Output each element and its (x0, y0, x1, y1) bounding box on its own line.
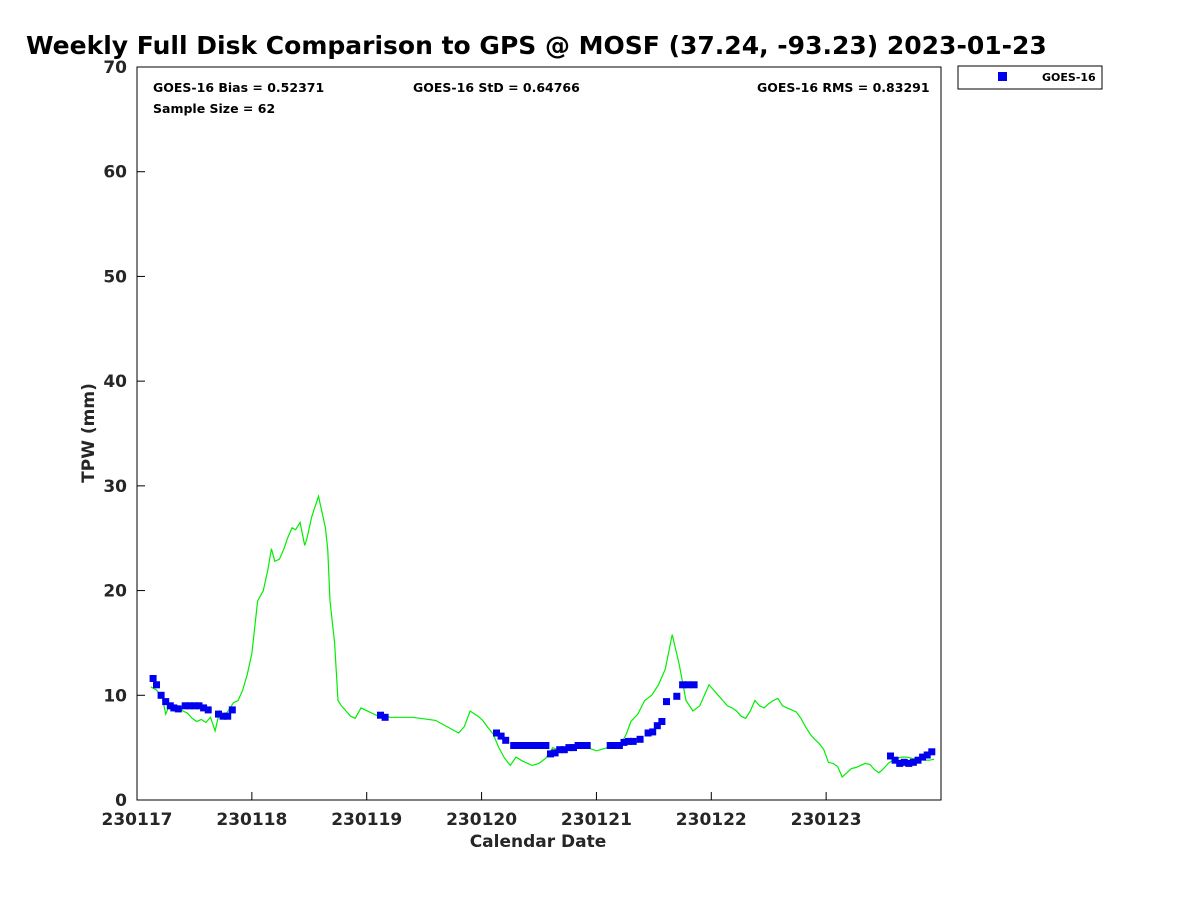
goes16-point (537, 742, 545, 749)
y-tick-label: 20 (103, 582, 127, 602)
goes16-point (606, 742, 614, 749)
x-tick-label: 230119 (331, 810, 402, 830)
y-tick-label: 0 (115, 791, 127, 811)
x-axis-ticks: 230117 230118 230119 230120 230121 230122 2301… (102, 792, 862, 830)
goes16-point (574, 742, 582, 749)
goes16-point (228, 706, 236, 714)
goes16-point (556, 746, 564, 754)
goes16-point (547, 750, 554, 758)
goes16-point (625, 737, 633, 745)
rms-stat: GOES-16 RMS = 0.83291 (757, 80, 930, 95)
bias-stat: GOES-16 Bias = 0.52371 (153, 80, 324, 95)
goes16-point (891, 756, 899, 764)
goes16-point (615, 742, 623, 749)
goes16-point (620, 738, 628, 746)
goes16-point (551, 749, 559, 757)
goes16-point (186, 702, 194, 710)
goes16-point (565, 744, 573, 752)
x-axis-label: Calendar Date (470, 832, 607, 852)
goes16-point (673, 692, 681, 700)
legend-goes16-label: GOES-16 (1042, 71, 1096, 84)
goes16-point (519, 742, 527, 749)
goes16-point (524, 742, 531, 749)
goes16-point (905, 759, 913, 767)
y-tick-label: 10 (103, 686, 127, 706)
plot-area (136, 66, 942, 801)
goes16-point (377, 711, 384, 719)
y-tick-label: 60 (103, 163, 127, 183)
goes16-point (157, 691, 165, 699)
gps-series-line (150, 494, 935, 779)
x-tick-label: 230121 (561, 810, 632, 830)
goes16-point (663, 698, 670, 706)
goes16-point (533, 742, 541, 749)
goes16-point (204, 706, 212, 714)
stats-block: GOES-16 Bias = 0.52371 GOES-16 StD = 0.6… (153, 80, 930, 116)
goes16-point (514, 742, 522, 749)
goes16-point (215, 710, 222, 718)
y-tick-label: 70 (103, 58, 127, 78)
goes16-point (658, 718, 666, 725)
goes16-point (381, 713, 389, 721)
goes16-point (583, 742, 591, 749)
y-tick-label: 30 (103, 477, 127, 497)
goes16-point (542, 742, 550, 749)
goes16-point (190, 702, 198, 710)
goes16-point (900, 758, 908, 766)
y-tick-label: 40 (103, 372, 127, 392)
goes16-point (200, 704, 208, 712)
goes16-point (690, 681, 698, 689)
goes16-point (611, 742, 619, 749)
goes16-point (570, 744, 577, 752)
goes16-point (579, 742, 587, 749)
x-tick-label: 230123 (791, 810, 862, 830)
std-stat: GOES-16 StD = 0.64766 (413, 80, 580, 95)
goes16-point (653, 722, 661, 730)
y-axis-label: TPW (mm) (79, 383, 99, 483)
goes16-point (162, 698, 170, 706)
goes16-point (629, 737, 637, 745)
y-axis-ticks: 0 10 20 30 40 50 60 70 (103, 58, 145, 811)
goes16-point (560, 746, 568, 754)
goes16-point (153, 681, 160, 689)
chart-title: Weekly Full Disk Comparison to GPS @ MOS… (26, 31, 1047, 60)
goes16-point (510, 742, 518, 749)
goes16-point (497, 732, 505, 740)
goes16-point (195, 702, 203, 710)
goes16-point (887, 752, 894, 760)
goes16-point (679, 681, 687, 689)
goes16-point (149, 675, 157, 682)
x-tick-label: 230120 (446, 810, 517, 830)
legend: GOES-16 (957, 65, 1103, 90)
y-tick-label: 50 (103, 267, 127, 287)
goes16-point (896, 759, 904, 767)
goes16-point (224, 712, 232, 720)
goes16-series-points (149, 675, 936, 767)
goes16-point (649, 728, 657, 736)
goes16-point (219, 712, 227, 720)
goes16-point (174, 705, 182, 713)
legend-box (957, 65, 1103, 90)
goes16-point (928, 748, 936, 756)
goes16-point (919, 753, 927, 761)
goes16-point (909, 758, 917, 766)
x-tick-label: 230118 (216, 810, 287, 830)
goes16-point (181, 702, 189, 710)
x-tick-label: 230117 (102, 810, 173, 830)
goes16-point (923, 751, 931, 759)
goes16-point (914, 756, 922, 764)
goes16-point (684, 681, 692, 689)
x-tick-label: 230122 (676, 810, 747, 830)
goes16-point (636, 735, 644, 743)
goes16-point (644, 729, 652, 737)
legend-goes16-marker (998, 72, 1007, 81)
goes16-point (502, 736, 510, 744)
goes16-point (170, 704, 178, 712)
goes16-point (528, 742, 536, 749)
sample-size-stat: Sample Size = 62 (153, 101, 275, 116)
goes16-point (493, 729, 500, 737)
